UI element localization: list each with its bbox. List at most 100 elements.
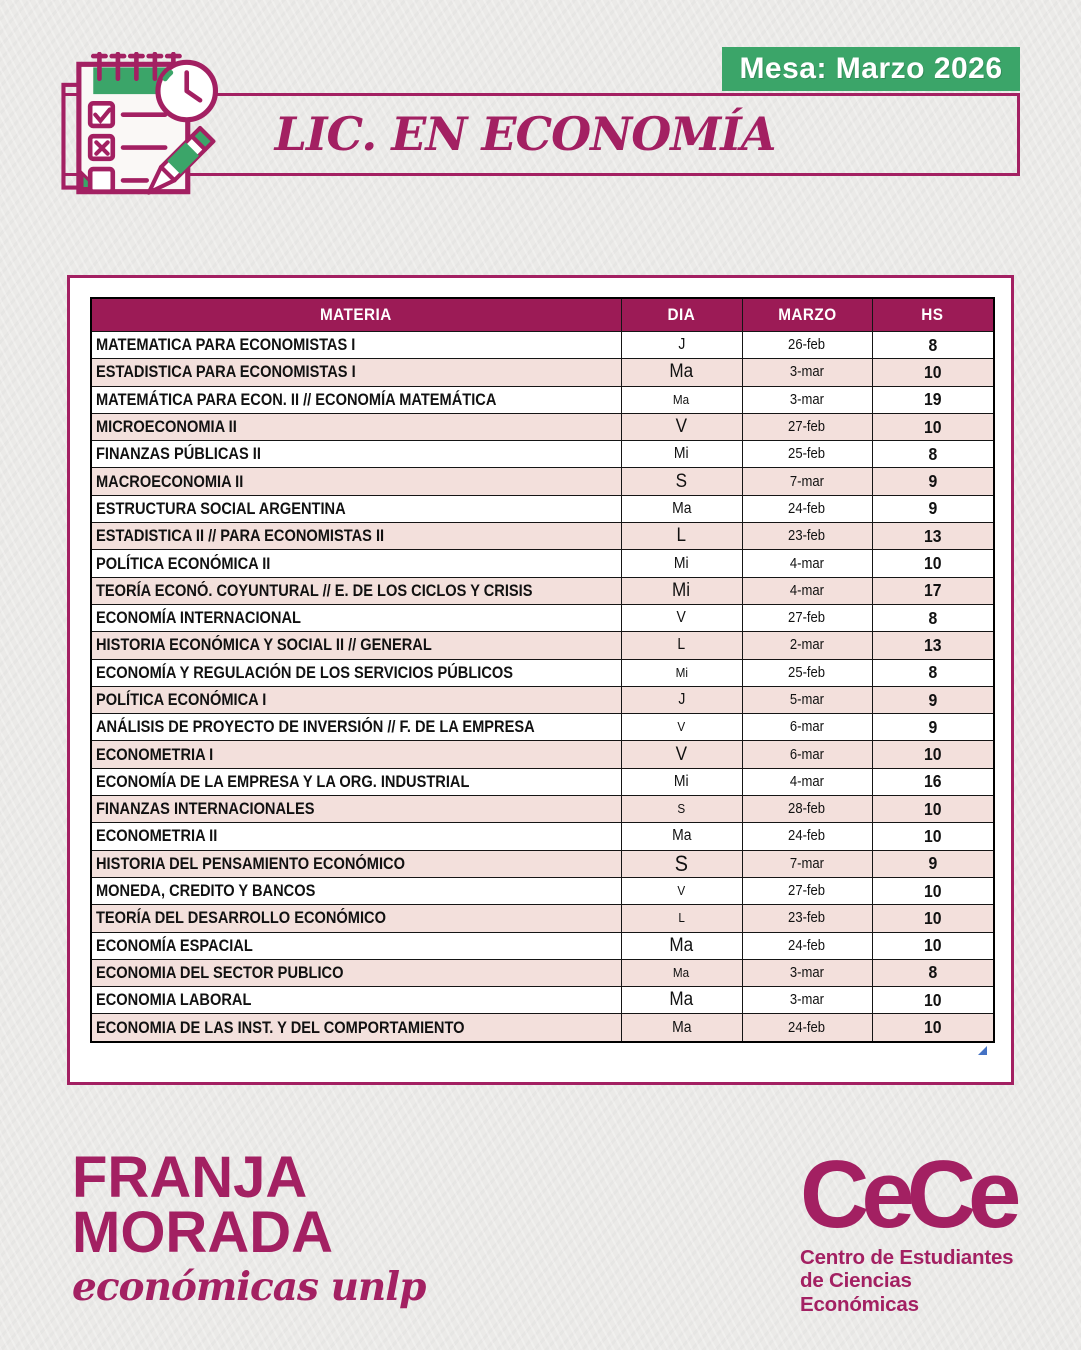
materia-cell: ECONOMÍA Y REGULACIÓN DE LOS SERVICIOS P…: [90, 658, 622, 687]
hs-cell: 10: [871, 931, 995, 960]
marzo-cell: 24-feb: [741, 822, 873, 851]
materia-cell: ECONOMETRIA I: [90, 740, 622, 769]
hs-cell: 10: [871, 876, 995, 906]
cece-logo: CeCe Centro de Estudiantes de Ciencias E…: [800, 1146, 1030, 1317]
materia-cell: ESTADISTICA PARA ECONOMISTAS I: [90, 358, 622, 387]
materia-cell: ECONOMÍA ESPACIAL: [90, 931, 622, 960]
checklist-clock-pencil-icon: [58, 51, 223, 204]
marzo-cell: 6-mar: [741, 713, 873, 742]
table-row: ECONOMIA DE LAS INST. Y DEL COMPORTAMIEN…: [90, 1013, 995, 1043]
mesa-badge: Mesa: Marzo 2026: [722, 47, 1020, 91]
page-title: LIC. EN ECONOMÍA: [205, 95, 845, 172]
hs-cell: 17: [871, 576, 995, 605]
table-row: HISTORIA DEL PENSAMIENTO ECONÓMICO S 7-m…: [90, 849, 995, 878]
franja-logo-line2: MORADA: [72, 1200, 333, 1266]
marzo-cell: 28-feb: [741, 795, 873, 824]
hs-cell: 9: [871, 713, 995, 742]
table-row: ECONOMÍA ESPACIAL Ma 24-feb 10: [90, 931, 995, 960]
dia-cell: S: [620, 849, 743, 878]
table-header-row: MATERIA DIA MARZO HS: [90, 297, 995, 332]
hs-cell: 8: [871, 658, 995, 687]
marzo-cell: 25-feb: [741, 440, 873, 469]
dia-cell: Ma: [620, 358, 743, 387]
dia-cell: Mi: [620, 767, 743, 797]
marzo-cell: 23-feb: [741, 904, 873, 933]
page-title-text: LIC. EN ECONOMÍA: [274, 106, 777, 161]
schedule-table-body: MATEMATICA PARA ECONOMISTAS I J 26-feb 8…: [90, 330, 995, 1043]
marzo-cell: 3-mar: [741, 986, 873, 1015]
table-row: MONEDA, CREDITO Y BANCOS V 27-feb 10: [90, 876, 995, 906]
hs-cell: 16: [871, 767, 995, 797]
hs-cell: 10: [871, 412, 995, 442]
hs-cell: 10: [871, 822, 995, 851]
hs-cell: 9: [871, 685, 995, 715]
materia-cell: ANÁLISIS DE PROYECTO DE INVERSIÓN // F. …: [90, 713, 622, 742]
table-row: POLÍTICA ECONÓMICA I J 5-mar 9: [90, 685, 995, 715]
dia-cell: Mi: [620, 576, 743, 605]
materia-cell: FINANZAS INTERNACIONALES: [90, 795, 622, 824]
cece-logo-wordmark: CeCe: [800, 1141, 1021, 1248]
marzo-cell: 24-feb: [741, 1013, 873, 1043]
table-row: ECONOMÍA Y REGULACIÓN DE LOS SERVICIOS P…: [90, 658, 995, 687]
dia-cell: Mi: [620, 549, 743, 578]
schedule-panel: MATERIA DIA MARZO HS MATEMATICA PARA ECO…: [67, 275, 1014, 1085]
paste-artifact-icon: [978, 1046, 987, 1055]
table-row: MATEMATICA PARA ECONOMISTAS I J 26-feb 8: [90, 330, 995, 360]
franja-logo-line1: FRANJA: [72, 1145, 308, 1210]
materia-cell: ECONOMIA DEL SECTOR PUBLICO: [90, 958, 622, 988]
marzo-cell: 27-feb: [741, 876, 873, 906]
marzo-cell: 26-feb: [741, 330, 873, 360]
hs-cell: 10: [871, 740, 995, 769]
dia-cell: V: [620, 876, 743, 906]
materia-cell: TEORÍA ECONÓ. COYUNTURAL // E. DE LOS CI…: [90, 576, 622, 605]
marzo-cell: 7-mar: [741, 849, 873, 878]
hs-cell: 9: [871, 849, 995, 878]
dia-cell: Ma: [620, 958, 743, 988]
materia-cell: POLÍTICA ECONÓMICA II: [90, 549, 622, 578]
dia-cell: V: [620, 412, 743, 442]
marzo-cell: 5-mar: [741, 685, 873, 715]
dia-cell: Mi: [620, 658, 743, 687]
dia-cell: J: [620, 685, 743, 715]
materia-cell: MONEDA, CREDITO Y BANCOS: [90, 876, 622, 906]
hs-cell: 9: [871, 494, 995, 524]
hs-cell: 10: [871, 1013, 995, 1043]
materia-cell: ECONOMIA DE LAS INST. Y DEL COMPORTAMIEN…: [90, 1013, 622, 1043]
materia-cell: HISTORIA ECONÓMICA Y SOCIAL II // GENERA…: [90, 631, 622, 660]
hs-cell: 8: [871, 330, 995, 360]
column-header-marzo: MARZO: [741, 297, 873, 332]
table-row: MICROECONOMIA II V 27-feb 10: [90, 412, 995, 442]
table-row: ESTRUCTURA SOCIAL ARGENTINA Ma 24-feb 9: [90, 494, 995, 524]
table-row: MATEMÁTICA PARA ECON. II // ECONOMÍA MAT…: [90, 385, 995, 414]
dia-cell: L: [620, 631, 743, 660]
hs-cell: 19: [871, 385, 995, 414]
marzo-cell: 25-feb: [741, 658, 873, 687]
dia-cell: Ma: [620, 822, 743, 851]
hs-cell: 10: [871, 549, 995, 578]
table-row: TEORÍA ECONÓ. COYUNTURAL // E. DE LOS CI…: [90, 576, 995, 605]
dia-cell: Mi: [620, 440, 743, 469]
materia-cell: ESTADISTICA II // PARA ECONOMISTAS II: [90, 522, 622, 551]
materia-cell: ESTRUCTURA SOCIAL ARGENTINA: [90, 494, 622, 524]
marzo-cell: 3-mar: [741, 385, 873, 414]
table-row: MACROECONOMIA II S 7-mar 9: [90, 467, 995, 496]
table-row: FINANZAS INTERNACIONALES S 28-feb 10: [90, 795, 995, 824]
table-row: FINANZAS PÚBLICAS II Mi 25-feb 8: [90, 440, 995, 469]
hs-cell: 10: [871, 986, 995, 1015]
dia-cell: L: [620, 522, 743, 551]
materia-cell: MACROECONOMIA II: [90, 467, 622, 496]
materia-cell: FINANZAS PÚBLICAS II: [90, 440, 622, 469]
dia-cell: L: [620, 904, 743, 933]
hs-cell: 10: [871, 795, 995, 824]
dia-cell: Ma: [620, 986, 743, 1015]
hs-cell: 13: [871, 522, 995, 551]
materia-cell: MATEMATICA PARA ECONOMISTAS I: [90, 330, 622, 360]
table-row: POLÍTICA ECONÓMICA II Mi 4-mar 10: [90, 549, 995, 578]
marzo-cell: 4-mar: [741, 767, 873, 797]
table-row: ECONOMIA DEL SECTOR PUBLICO Ma 3-mar 8: [90, 958, 995, 988]
cece-logo-line2: de Ciencias Económicas: [800, 1269, 919, 1317]
table-row: ECONOMETRIA I V 6-mar 10: [90, 740, 995, 769]
marzo-cell: 27-feb: [741, 603, 873, 633]
materia-cell: ECONOMIA LABORAL: [90, 986, 622, 1015]
